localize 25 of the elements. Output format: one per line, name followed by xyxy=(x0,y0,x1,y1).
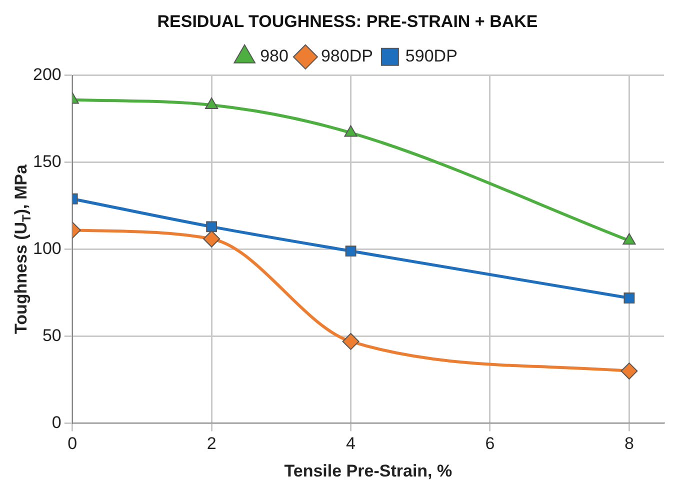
x-axis-title: Tensile Pre-Strain, % xyxy=(284,461,452,480)
point xyxy=(203,230,220,248)
point xyxy=(205,97,218,109)
y-tick-label: 200 xyxy=(32,65,62,84)
x-tick-label: 6 xyxy=(485,434,495,454)
point xyxy=(345,246,356,256)
legend-label: 980DP xyxy=(320,46,373,66)
x-tick-label: 2 xyxy=(206,434,216,454)
point xyxy=(624,292,635,304)
point xyxy=(344,125,358,137)
y-axis-title: Toughness (UT), MPa xyxy=(12,164,34,334)
point xyxy=(342,332,360,350)
x-tick-label: 0 xyxy=(68,434,78,454)
y-tick-label: 100 xyxy=(32,238,62,258)
chart-title: RESIDUAL TOUGHNESS: PRE-STRAIN + BAKE xyxy=(157,12,538,31)
x-tick-label: 4 xyxy=(346,434,356,454)
point xyxy=(206,221,218,232)
point xyxy=(622,233,636,245)
x-tick-label: 8 xyxy=(624,434,634,454)
y-tick-label: 150 xyxy=(32,152,62,172)
point xyxy=(620,362,638,380)
y-tick-label: 50 xyxy=(42,326,62,345)
y-tick-label: 0 xyxy=(52,412,62,432)
legend-label: 590DP xyxy=(405,46,458,66)
legend-label: 980 xyxy=(260,46,288,66)
